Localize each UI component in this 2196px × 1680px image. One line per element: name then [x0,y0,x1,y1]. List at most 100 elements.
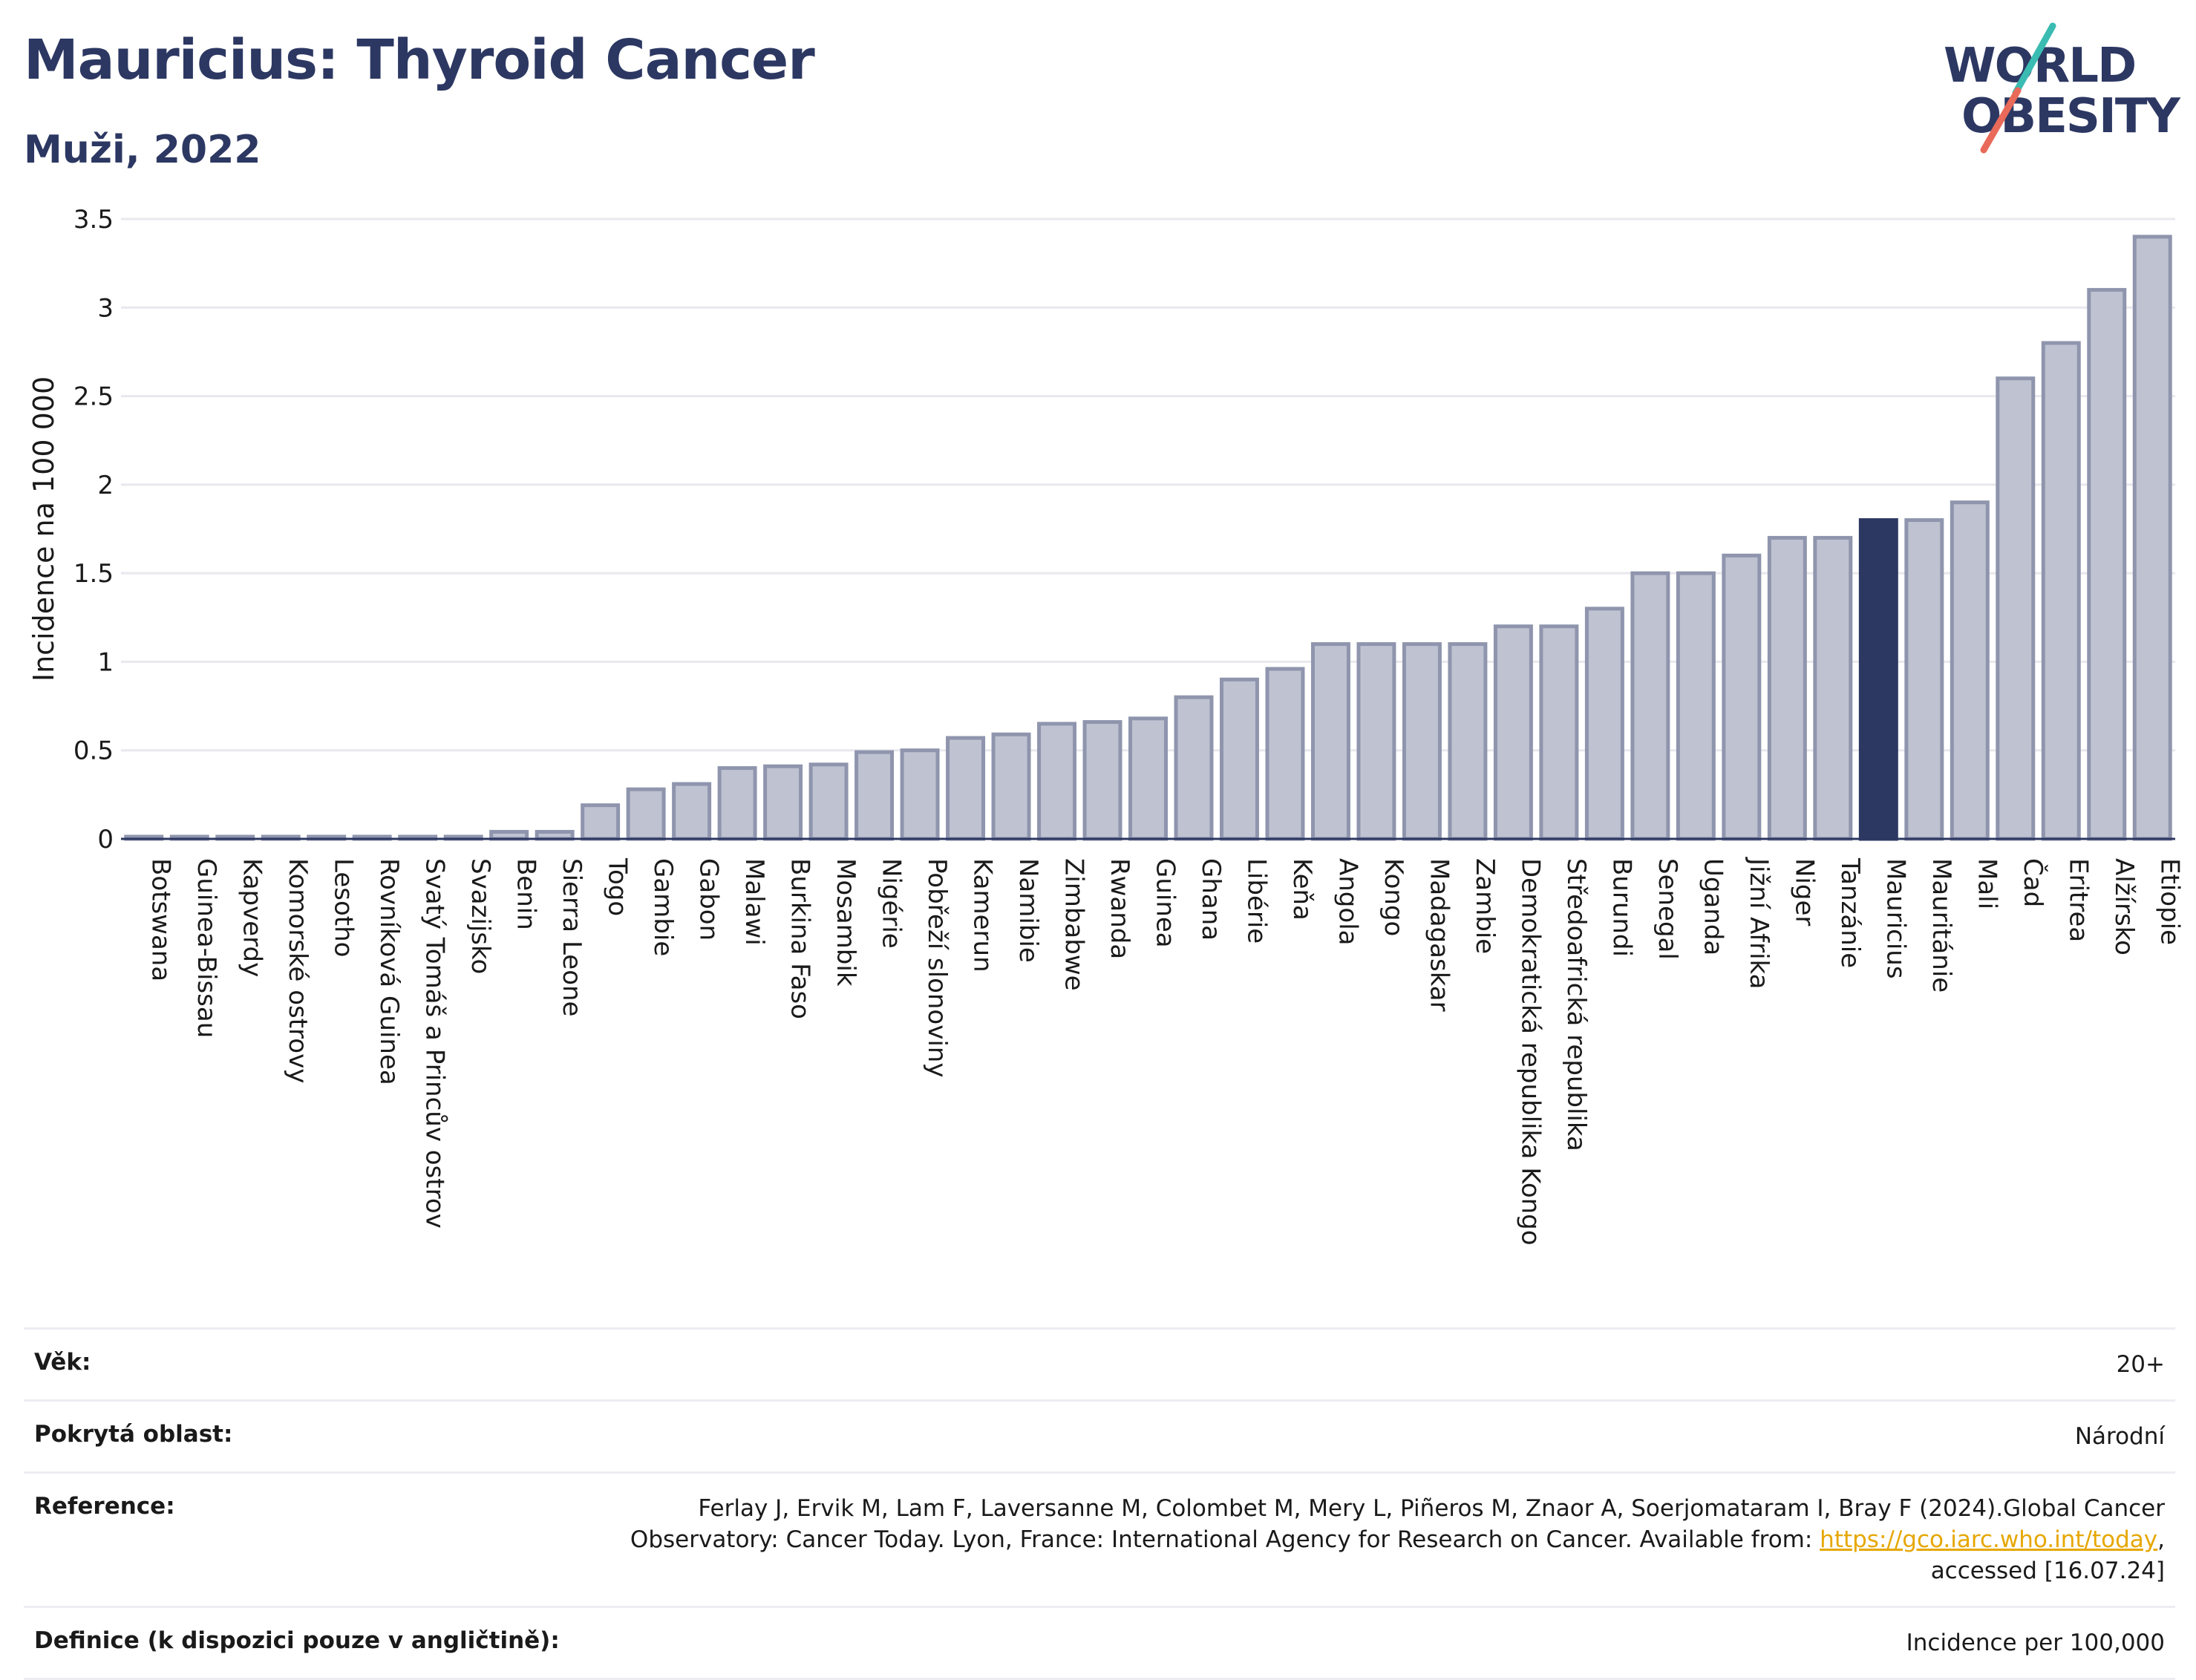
bar[interactable] [1037,722,1077,841]
y-tick-label: 2 [97,471,114,500]
bar[interactable] [1584,607,1624,841]
x-tick-label: Rwanda [1105,858,1134,959]
x-tick-label: Lesotho [329,858,359,957]
y-axis-label: Incidence na 100 000 [27,376,60,682]
x-tick-label: Burkina Faso [785,858,815,1019]
bar[interactable] [1950,500,1990,841]
bar[interactable] [1448,642,1488,841]
x-tick-label: Pobřeží slonoviny [922,858,952,1077]
bar[interactable] [763,764,803,841]
info-row-reference: Reference: Ferlay J, Ervik M, Lam F, Lav… [24,1471,2175,1606]
bar[interactable] [1402,642,1442,841]
bar[interactable] [991,732,1031,841]
y-tick-label: 1.5 [73,559,114,589]
x-tick-label: Kapverdy [238,858,267,977]
logo-stroke-teal [2012,22,2056,97]
x-tick-label: Zambie [1470,858,1500,954]
bar[interactable] [854,750,895,841]
info-table: Věk: 20+ Pokrytá oblast: Národní Referen… [24,1327,2175,1680]
info-value-coverage: Národní [2074,1423,2165,1450]
info-row-age: Věk: 20+ [24,1327,2175,1399]
x-tick-label: Eritrea [2063,858,2093,942]
x-tick-label: Benin [512,858,541,930]
x-tick-label: Tanzánie [1835,857,1865,968]
bar[interactable] [1813,535,1853,841]
x-tick-label: Guinea-Bissau [192,858,221,1038]
bar[interactable] [946,736,986,841]
reference-accessed: , accessed [16.07.24] [1930,1526,2165,1584]
bar[interactable] [1310,642,1350,841]
info-value-reference: Ferlay J, Ervik M, Lam F, Laversanne M, … [606,1493,2165,1586]
x-tick-label: Libérie [1241,858,1271,944]
y-tick-label: 0 [97,825,114,854]
bar[interactable] [2132,235,2172,841]
bars [124,235,2172,841]
bar[interactable] [1082,720,1122,841]
x-tick-label: Nigérie [877,858,906,949]
x-tick-label: Kamerun [968,858,998,973]
info-value-definition: Incidence per 100,000 [1906,1630,2165,1656]
reference-link[interactable]: https://gco.iarc.who.int/today [1820,1526,2158,1553]
bar[interactable] [1996,376,2036,841]
info-value-age: 20+ [2116,1351,2165,1378]
x-tick-label: Mauricius [1880,858,1910,979]
bar[interactable] [1767,535,1807,841]
bar[interactable] [1904,518,1944,841]
bar[interactable] [2087,287,2127,841]
bar[interactable] [900,748,940,841]
x-tick-label: Svazijsko [465,858,495,974]
x-tick-label: Angola [1333,858,1362,945]
info-label-definition: Definice (k dispozici pouze v angličtině… [34,1627,560,1654]
bar[interactable] [1722,553,1762,841]
info-row-definition: Definice (k dispozici pouze v angličtině… [24,1606,2175,1680]
bar[interactable] [1128,716,1168,841]
x-tick-label: Jižní Afrika [1744,857,1774,990]
bar[interactable] [1539,624,1579,841]
bar[interactable] [1219,677,1259,841]
x-tick-label: Keňa [1287,858,1317,921]
logo-line2: OBESITY [1961,89,2180,144]
y-axis-ticks: 0 0.5 1 1.5 2 2.5 3 3.5 [73,205,114,854]
x-tick-label: Gambie [648,858,678,956]
bar[interactable] [1630,571,1670,841]
bar[interactable] [1493,624,1533,841]
info-label-coverage: Pokrytá oblast: [34,1421,233,1448]
bar[interactable] [808,762,849,841]
reference-text: Ferlay J, Ervik M, Lam F, Laversanne M, … [630,1495,2165,1553]
x-tick-label: Malawi [739,858,769,946]
y-tick-label: 1 [97,647,114,677]
x-tick-label: Botswana [146,858,176,981]
page-title: Mauricius: Thyroid Cancer [24,28,815,92]
bar[interactable] [1676,571,1716,841]
page-subtitle: Muži, 2022 [24,128,261,172]
bar[interactable] [581,803,621,841]
bar[interactable] [717,766,757,841]
bar[interactable] [626,787,666,841]
x-tick-label: Niger [1789,858,1819,926]
x-tick-label: Zimbabwe [1059,858,1089,991]
x-tick-label: Mosambik [831,858,860,987]
x-tick-label: Demokratická republika Kongo [1515,858,1545,1246]
x-tick-label: Alžírsko [2109,858,2139,955]
bar-chart: 0 0.5 1 1.5 2 2.5 3 3.5 Botswana Guinea-Bissau Ka… [27,205,2184,1246]
x-tick-label: Togo [603,857,633,916]
bar[interactable] [1265,667,1305,841]
info-row-coverage: Pokrytá oblast: Národní [24,1399,2175,1471]
x-tick-label: Středoafrická republika [1561,858,1591,1151]
x-tick-label: Uganda [1698,858,1728,955]
bar[interactable] [1174,695,1214,841]
x-tick-label: Senegal [1653,858,1682,960]
x-tick-label: Kongo [1379,858,1408,936]
bar[interactable] [1356,642,1396,841]
bar[interactable] [1858,518,1898,841]
x-tick-label: Mauritánie [1927,858,1956,993]
x-tick-label: Burundi [1607,858,1636,957]
logo-stroke-coral [1980,87,2022,154]
x-tick-label: Gabon [694,858,724,941]
y-tick-label: 3.5 [73,205,114,235]
x-tick-label: Ghana [1196,858,1226,941]
bar[interactable] [672,782,712,841]
bar[interactable] [2041,341,2081,841]
x-tick-label: Namibie [1013,858,1043,963]
world-obesity-logo: WORLD OBESITY [1944,22,2182,154]
